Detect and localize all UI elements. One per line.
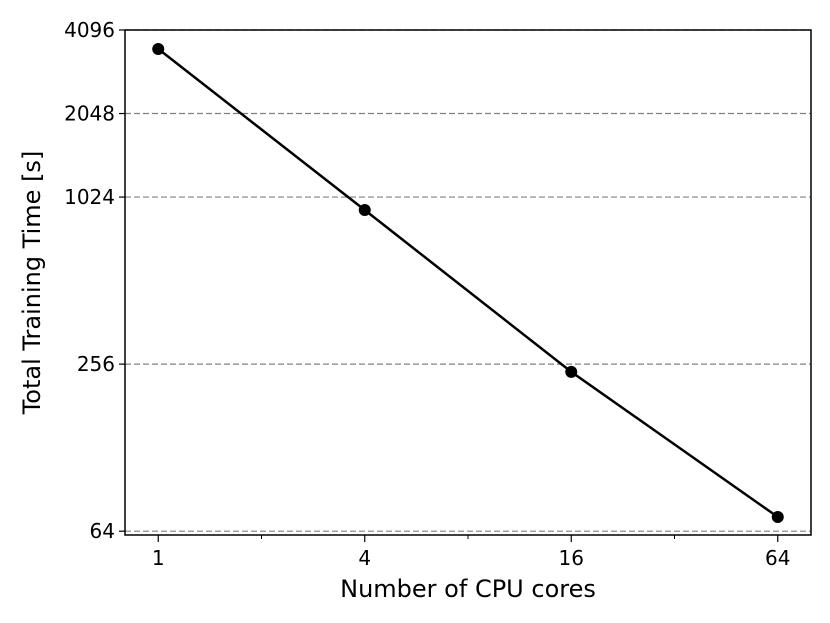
y-tick-label: 1024 — [64, 185, 115, 209]
y-tick-label: 64 — [90, 519, 115, 543]
x-tick-label: 64 — [765, 546, 790, 570]
y-tick-label: 4096 — [64, 18, 115, 42]
series — [152, 42, 784, 523]
series-line — [157, 47, 779, 519]
x-tick-label: 4 — [358, 546, 371, 570]
y-axis-title: Total Training Time [s] — [18, 151, 46, 416]
x-tick-label: 16 — [559, 546, 584, 570]
data-point — [152, 42, 165, 55]
axis-ticks — [119, 29, 779, 542]
data-point — [358, 203, 371, 216]
plot-area — [124, 29, 812, 536]
x-axis-title: Number of CPU cores — [340, 575, 596, 603]
data-point — [565, 365, 578, 378]
grid-lines — [125, 29, 811, 532]
data-point — [771, 510, 784, 523]
tick-labels: 64 256 1024 2048 4096 1 4 16 64 — [64, 18, 790, 570]
y-tick-label: 256 — [77, 352, 115, 376]
x-tick-label: 1 — [152, 546, 165, 570]
y-tick-label: 2048 — [64, 102, 115, 126]
